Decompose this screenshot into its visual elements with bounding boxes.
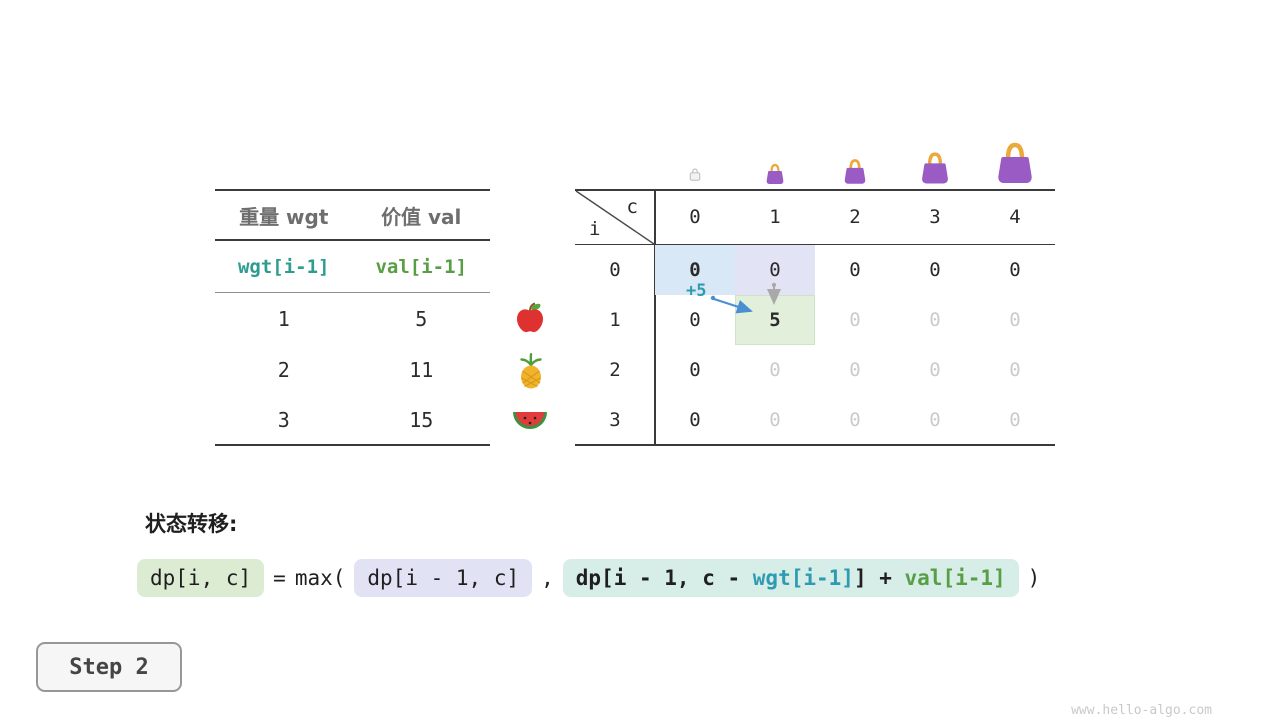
dp-row-header-2: 2 xyxy=(609,359,621,381)
dp-col-header-3: 3 xyxy=(929,206,941,228)
dp-col-header-0: 0 xyxy=(689,206,701,228)
dp-col-header-2: 2 xyxy=(849,206,861,228)
dp-cell-r3-c3: 0 xyxy=(929,409,941,431)
item-1-wgt: 1 xyxy=(277,306,290,331)
dp-cell-r1-c3: 0 xyxy=(929,309,941,331)
formula-lhs: dp[i, c] xyxy=(137,559,265,597)
dp-cell-r3-c4: 0 xyxy=(1009,409,1021,431)
dp-row-0: 0 0 0 0 0 0 xyxy=(575,245,1055,295)
dp-cell-r1-c0: 0 xyxy=(689,309,701,331)
item-table-header-row: 重量 wgt 价值 val xyxy=(215,191,490,239)
formula-arg2: dp[i - 1, c - wgt[i-1]] + val[i-1] xyxy=(562,559,1019,597)
formula-arg2-val: val[i-1] xyxy=(904,566,1006,590)
formula-arg2-wgt: wgt[i-1] xyxy=(752,566,854,590)
dp-cell-r0-c3: 0 xyxy=(929,259,941,281)
formula-arg2-infix: ] + xyxy=(853,566,905,590)
item-table-header-rule xyxy=(215,239,490,241)
dp-table-top-rule xyxy=(575,189,1055,191)
item-table-header-wgt: 重量 wgt xyxy=(239,204,329,229)
transition-value-label: +5 xyxy=(686,281,707,301)
dp-cell-r0-c1: 0 xyxy=(735,245,815,295)
item-row-1: 1 5 xyxy=(215,293,490,344)
bag-size-1-icon xyxy=(765,163,785,189)
item-table-top-rule xyxy=(215,189,490,191)
item-table-bottom-rule xyxy=(215,444,490,446)
formula-equals: = xyxy=(273,566,286,590)
dp-cell-r1-c4: 0 xyxy=(1009,309,1021,331)
dp-cell-r3-c2: 0 xyxy=(849,409,861,431)
bag-size-3-icon xyxy=(919,151,951,189)
dp-cell-r0-c4: 0 xyxy=(1009,259,1021,281)
dp-row-header-0: 0 xyxy=(609,259,621,281)
item-row-3: 3 15 xyxy=(215,395,490,444)
dp-row-variable: i xyxy=(589,218,601,240)
dp-row-header-3: 3 xyxy=(609,409,621,431)
dp-col-variable: c xyxy=(626,196,638,218)
item-table-header-val: 价值 val xyxy=(381,204,462,229)
state-transition-formula: dp[i, c] = max( dp[i - 1, c] , dp[i - 1,… xyxy=(137,559,1040,597)
pineapple-icon xyxy=(518,353,544,393)
watermark: www.hello-algo.com xyxy=(1071,703,1212,718)
bag-size-2-icon xyxy=(842,158,868,189)
item-3-wgt: 3 xyxy=(277,407,290,432)
state-transition-title: 状态转移: xyxy=(145,512,238,536)
formula-close-paren: ) xyxy=(1027,566,1041,590)
dp-corner-cell: i c xyxy=(575,190,655,245)
item-2-val: 11 xyxy=(409,357,434,382)
var-wgt-label: wgt[i-1] xyxy=(237,255,330,278)
formula-max-open: max( xyxy=(294,566,346,590)
dp-cell-r1-c2: 0 xyxy=(849,309,861,331)
item-1-val: 5 xyxy=(415,306,428,331)
dp-cell-r2-c2: 0 xyxy=(849,359,861,381)
formula-arg1: dp[i - 1, c] xyxy=(354,559,533,597)
item-3-val: 15 xyxy=(409,407,434,432)
apple-icon xyxy=(515,302,545,338)
dp-cell-r3-c0: 0 xyxy=(689,409,701,431)
dp-table-header-rule xyxy=(575,244,1055,245)
item-row-2: 2 11 xyxy=(215,344,490,395)
bag-empty-icon xyxy=(688,167,702,186)
dp-table-bottom-rule xyxy=(575,444,1055,446)
var-val-label: val[i-1] xyxy=(375,255,467,278)
dp-col-header-4: 4 xyxy=(1009,206,1021,228)
dp-cell-r2-c1: 0 xyxy=(769,359,781,381)
item-table-mid-rule xyxy=(215,292,490,293)
item-table-var-row: wgt[i-1] val[i-1] xyxy=(215,241,490,292)
dp-col-header-1: 1 xyxy=(769,206,781,228)
dp-cell-r2-c4: 0 xyxy=(1009,359,1021,381)
dp-row-1: 1 0 5 0 0 0 xyxy=(575,295,1055,345)
step-badge: Step 2 xyxy=(36,642,182,692)
dp-cell-r2-c3: 0 xyxy=(929,359,941,381)
dp-cell-r3-c1: 0 xyxy=(769,409,781,431)
dp-cell-r0-c0: 0 xyxy=(655,245,735,295)
dp-row-2: 2 0 0 0 0 0 xyxy=(575,345,1055,395)
formula-comma: , xyxy=(541,566,554,590)
dp-header-row: i c 0 1 2 3 4 xyxy=(575,190,1055,245)
dp-cell-r0-c2: 0 xyxy=(849,259,861,281)
dp-cell-r1-c1: 5 xyxy=(735,295,815,345)
bag-size-4-icon xyxy=(994,141,1036,189)
dp-table-vertical-rule xyxy=(654,189,656,446)
formula-arg2-prefix: dp[i - 1, c - xyxy=(575,566,753,590)
watermelon-icon xyxy=(512,410,548,436)
dp-cell-r2-c0: 0 xyxy=(689,359,701,381)
item-2-wgt: 2 xyxy=(277,357,290,382)
dp-row-header-1: 1 xyxy=(609,309,621,331)
dp-row-3: 3 0 0 0 0 0 xyxy=(575,395,1055,445)
